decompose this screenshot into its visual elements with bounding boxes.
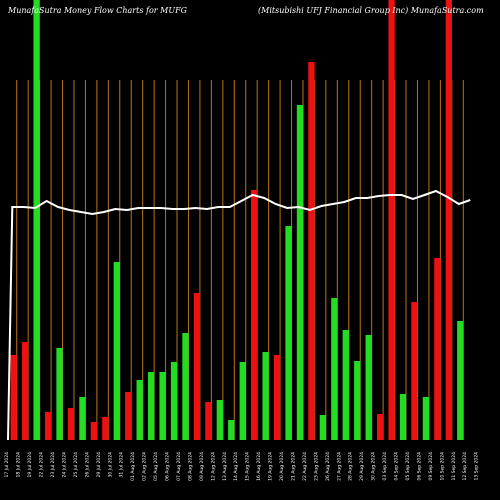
bar-red [273, 355, 281, 440]
x-tick-label: 05 Aug 2024 [153, 452, 159, 481]
x-tick-label: 09 Aug 2024 [199, 452, 205, 481]
bar-green [296, 105, 304, 440]
x-tick-label: 30 Jul 2024 [107, 452, 113, 478]
bar-red [90, 422, 98, 440]
x-tick-label: 06 Aug 2024 [165, 452, 171, 481]
x-tick-label: 12 Aug 2024 [210, 452, 216, 481]
x-tick-label: 16 Aug 2024 [256, 452, 262, 481]
x-tick-label: 03 Sep 2024 [382, 452, 388, 481]
chart-title-right: (Mitsubishi UFJ Financial Group Inc) Mun… [258, 6, 484, 15]
bar-green [354, 361, 361, 440]
bar-green [33, 0, 40, 440]
bar-green [319, 415, 327, 440]
x-tick-label: 13 Sep 2024 [474, 452, 480, 481]
x-tick-label: 07 Aug 2024 [176, 452, 182, 481]
bar-red [388, 0, 395, 440]
x-tick-label: 20 Aug 2024 [279, 452, 285, 481]
bar-red [411, 302, 418, 440]
x-tick-label: 14 Aug 2024 [233, 452, 239, 481]
bar-green [113, 262, 120, 440]
bar-red [308, 62, 315, 440]
x-tick-label: 11 Sep 2024 [451, 452, 457, 481]
bar-green [56, 348, 63, 440]
bar-red [251, 190, 258, 440]
bar-red [44, 412, 52, 440]
x-tick-label: 30 Aug 2024 [371, 452, 377, 481]
bar-red [125, 392, 132, 440]
bar-green [79, 397, 86, 440]
bar-green [285, 226, 292, 440]
price-line [7, 189, 471, 441]
chart-title-left: MunafaSutra Money Flow Charts for MUFG [7, 6, 188, 15]
bar-green [457, 321, 464, 440]
x-tick-label: 25 Jul 2024 [73, 452, 79, 478]
bar-green [262, 352, 269, 440]
x-tick-label: 26 Jul 2024 [84, 452, 90, 478]
bar-green [228, 420, 235, 440]
x-tick-label: 29 Aug 2024 [359, 452, 365, 481]
x-tick-label: 27 Aug 2024 [336, 452, 342, 481]
x-tick-label: 17 Jul 2024 [4, 452, 10, 478]
bar-green [239, 362, 246, 440]
x-tick-label: 01 Aug 2024 [130, 452, 136, 481]
x-tick-label: 09 Sep 2024 [428, 452, 434, 481]
bar-red [102, 417, 109, 440]
bar-red [67, 408, 75, 440]
bar-green [147, 372, 155, 440]
bar-green [399, 394, 407, 440]
x-tick-label: 24 Jul 2024 [62, 452, 68, 478]
x-tick-label: 19 Aug 2024 [268, 452, 274, 481]
x-tick-label: 28 Aug 2024 [348, 452, 354, 481]
bar-red [22, 342, 29, 440]
x-tick-label: 29 Jul 2024 [96, 452, 102, 478]
x-tick-label: 10 Sep 2024 [439, 452, 445, 481]
bar-green [422, 397, 430, 440]
x-tick-label: 13 Aug 2024 [222, 452, 228, 481]
x-tick-label: 12 Sep 2024 [462, 452, 468, 481]
bar-red [193, 293, 201, 440]
x-tick-label: 18 Jul 2024 [16, 452, 22, 478]
bar-red [376, 414, 384, 440]
x-tick-label: 23 Jul 2024 [50, 452, 56, 478]
x-tick-label: 26 Aug 2024 [325, 452, 331, 481]
bar-green [342, 330, 349, 440]
bar-series [10, 0, 464, 440]
bar-red [445, 0, 452, 440]
x-tick-label: 06 Sep 2024 [416, 452, 422, 481]
x-tick-label: 04 Sep 2024 [394, 452, 400, 481]
x-tick-label: 22 Jul 2024 [39, 452, 45, 478]
x-tick-label: 08 Aug 2024 [187, 452, 193, 481]
bar-red [434, 258, 441, 440]
bar-green [159, 372, 166, 440]
x-tick-label: 19 Jul 2024 [27, 452, 33, 478]
bar-green [170, 362, 178, 440]
x-tick-label: 23 Aug 2024 [313, 452, 319, 481]
x-tick-labels: 17 Jul 2024 18 Jul 2024 19 Jul 2024 22 Jul … [4, 452, 480, 481]
bar-red [10, 355, 17, 440]
x-tick-label: 15 Aug 2024 [245, 452, 251, 481]
bar-red [205, 402, 212, 440]
x-tick-label: 05 Sep 2024 [405, 452, 411, 481]
x-tick-label: 02 Aug 2024 [142, 452, 148, 481]
x-tick-label: 31 Jul 2024 [119, 452, 125, 478]
bar-green [182, 333, 189, 440]
x-tick-label: 21 Aug 2024 [291, 452, 297, 481]
bar-green [136, 380, 143, 440]
bar-green [216, 400, 223, 440]
bar-green [365, 335, 372, 440]
x-tick-label: 22 Aug 2024 [302, 452, 308, 481]
bar-green [331, 298, 338, 440]
